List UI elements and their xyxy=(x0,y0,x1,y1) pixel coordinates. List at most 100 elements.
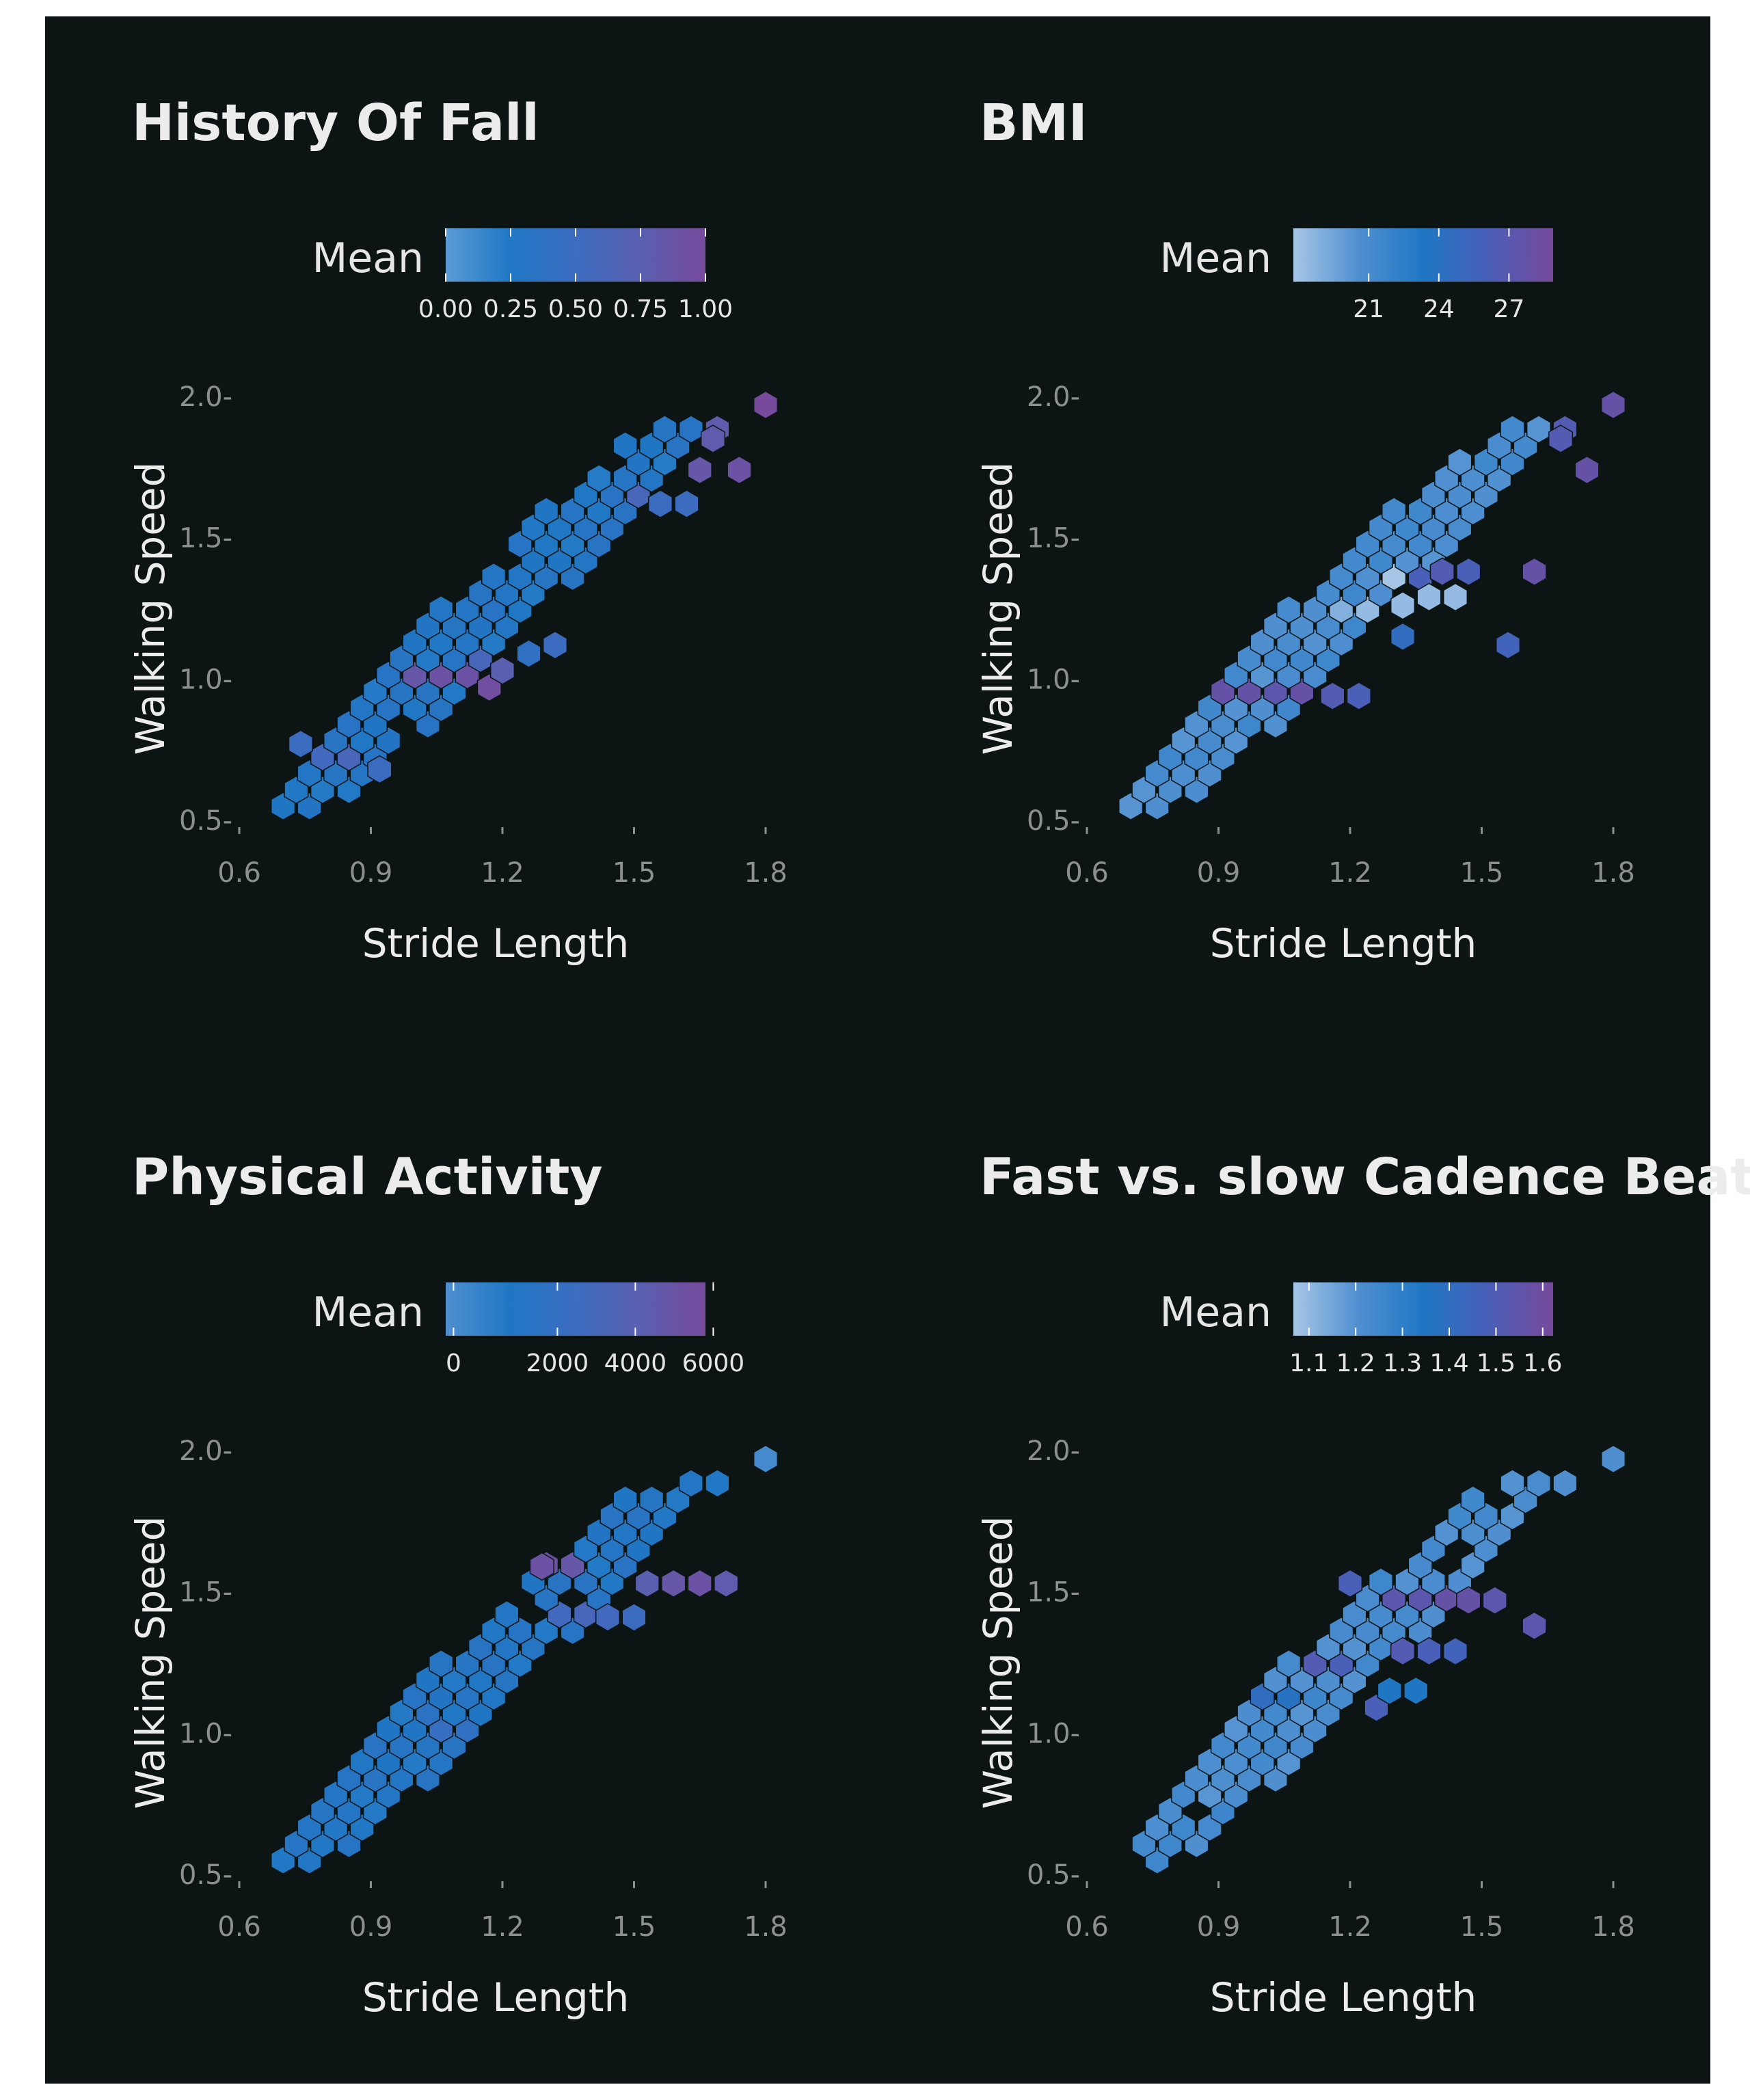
x-tick-label: 0.9 xyxy=(1197,857,1241,889)
hexbin-cell xyxy=(621,1603,647,1632)
legend-tick-label: 6000 xyxy=(682,1349,745,1377)
hexbin-cell xyxy=(1382,496,1407,526)
hexbin-cell xyxy=(494,1600,520,1629)
hexbin-cell xyxy=(753,1444,779,1474)
hexbin-cell xyxy=(1500,1469,1525,1498)
x-tick-label: 1.8 xyxy=(1591,1911,1635,1943)
hexbin-cell xyxy=(727,455,752,485)
hexbin-cell xyxy=(652,415,677,444)
legend-tick-label: 24 xyxy=(1423,295,1455,323)
x-tick-label: 1.5 xyxy=(612,857,656,889)
hexbin-cell xyxy=(595,1603,621,1632)
hexbin-cell xyxy=(542,630,568,660)
hexbin-cell xyxy=(700,425,726,453)
y-axis-title: Walking Speed xyxy=(127,1516,174,1809)
legend-tick-label: 27 xyxy=(1493,295,1524,323)
x-tick-label: 1.2 xyxy=(481,857,524,889)
hexbin-cell xyxy=(1368,1567,1393,1596)
hexbin-cell xyxy=(1522,557,1547,587)
hexbin-cell xyxy=(1552,1469,1578,1498)
y-axis-title: Walking Speed xyxy=(127,462,174,755)
hexbin-cell xyxy=(639,1485,664,1514)
y-tick-label: 0.5- xyxy=(179,805,232,837)
hexbin-cell xyxy=(1276,1649,1302,1678)
hexbin-cell xyxy=(647,489,673,518)
hexbin-cell xyxy=(678,415,703,444)
x-tick-label: 1.8 xyxy=(1591,857,1635,889)
hexbin-cell xyxy=(1429,557,1455,587)
hexbin-cell xyxy=(705,1469,730,1498)
legend-tick-label: 1.00 xyxy=(678,295,733,323)
hexbin-cell xyxy=(587,464,612,493)
hexbin-cell xyxy=(1442,1637,1468,1666)
hexbin-cell xyxy=(1390,622,1416,651)
x-axis-title: Stride Length xyxy=(362,1974,630,2021)
hexbin-cell xyxy=(1522,1611,1547,1641)
hexbin-cell xyxy=(674,489,699,518)
chart-panel-2: BMI Mean 21 24 27 0.6 0.9 1.2 1.5 1.8 0.5- 1.0- 1.5-… xyxy=(975,94,1635,967)
hexbin-cell xyxy=(429,595,454,624)
y-axis-title: Walking Speed xyxy=(975,1516,1021,1809)
chart-title: History Of Fall xyxy=(132,94,539,152)
hexbin-cell xyxy=(1456,557,1481,587)
y-tick-label: 2.0- xyxy=(179,381,232,413)
hexbin-cell xyxy=(1548,425,1574,453)
y-tick-label: 2.0- xyxy=(179,1436,232,1467)
x-tick-label: 0.6 xyxy=(1065,1911,1109,1943)
legend-title: Mean xyxy=(1160,1289,1271,1336)
hexbin-cell xyxy=(1403,1676,1429,1706)
x-tick-label: 1.2 xyxy=(1328,857,1372,889)
legend-tick-label: 1.3 xyxy=(1383,1349,1422,1377)
legend-tick-label: 21 xyxy=(1353,295,1384,323)
legend-tick-label: 1.4 xyxy=(1429,1349,1468,1377)
hexbin-cells xyxy=(271,1444,779,1875)
legend-title: Mean xyxy=(1160,234,1271,282)
x-tick-label: 0.6 xyxy=(217,1911,261,1943)
legend-title: Mean xyxy=(312,1289,424,1336)
chart-title: Physical Activity xyxy=(132,1148,603,1207)
hexbin-cell xyxy=(1495,630,1521,660)
hexbin-cell xyxy=(612,431,638,460)
hexbin-cell xyxy=(1320,682,1345,710)
x-tick-label: 0.6 xyxy=(217,857,261,889)
hexbin-cell xyxy=(1500,415,1525,444)
x-tick-label: 0.9 xyxy=(349,1911,393,1943)
legend-tick-label: 1.1 xyxy=(1289,1349,1328,1377)
x-tick-label: 1.2 xyxy=(1328,1911,1372,1943)
x-axis-title: Stride Length xyxy=(1210,920,1477,967)
y-tick-label: 0.5- xyxy=(179,1859,232,1891)
y-tick-label: 1.0- xyxy=(179,664,232,695)
legend-tick-label: 0.00 xyxy=(418,295,473,323)
legend-title: Mean xyxy=(312,234,424,282)
x-tick-label: 0.9 xyxy=(349,857,393,889)
hexbin-cell xyxy=(489,656,515,685)
hexbin-cell xyxy=(714,1569,739,1598)
chart-title: BMI xyxy=(980,94,1088,152)
legend: Mean 21 24 27 xyxy=(1160,228,1553,323)
hexbin-cell xyxy=(1574,455,1600,485)
hexbin-cell xyxy=(1390,1637,1416,1666)
x-tick-label: 1.2 xyxy=(481,1911,524,1943)
x-tick-label: 1.5 xyxy=(1460,857,1504,889)
y-tick-label: 1.0- xyxy=(179,1718,232,1749)
hexbin-cell xyxy=(529,1552,554,1581)
legend-tick-label: 0.50 xyxy=(548,295,603,323)
legend-tick-label: 1.6 xyxy=(1523,1349,1562,1377)
legend: Mean 0.00 0.25 0.50 0.75 1.00 xyxy=(312,228,733,323)
hexbin-cell xyxy=(1447,448,1472,476)
hexbin-cell xyxy=(481,562,507,591)
hexbin-cell xyxy=(1526,1469,1551,1498)
y-tick-label: 0.5- xyxy=(1027,1859,1080,1891)
legend: Mean 0 2000 4000 6000 xyxy=(312,1282,745,1377)
y-tick-label: 1.5- xyxy=(1027,1577,1080,1608)
legend-colorbar xyxy=(446,1282,705,1336)
hexbin-cell xyxy=(534,496,559,526)
hexbin-cell xyxy=(1442,582,1468,612)
x-axis-title: Stride Length xyxy=(1210,1974,1477,2021)
hexbin-cell xyxy=(612,1485,638,1514)
x-tick-label: 0.6 xyxy=(1065,857,1109,889)
hexbin-cell xyxy=(1377,1676,1402,1706)
y-tick-label: 2.0- xyxy=(1027,1436,1080,1467)
hexbin-cell xyxy=(429,1649,454,1678)
legend-tick-label: 0 xyxy=(446,1349,461,1377)
